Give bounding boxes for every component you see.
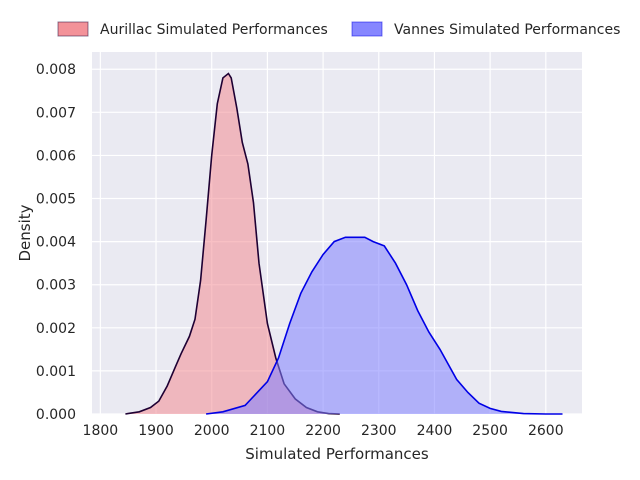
x-tick-label: 2600	[528, 423, 564, 439]
x-tick-label: 1800	[83, 423, 119, 439]
series-group	[125, 72, 563, 415]
y-tick-label: 0.003	[36, 278, 76, 294]
x-tick-label: 2000	[194, 423, 230, 439]
x-tick-label: 2200	[305, 423, 341, 439]
legend-label-0: Aurillac Simulated Performances	[100, 22, 328, 38]
series-1-area	[206, 237, 563, 414]
x-tick-label: 2400	[417, 423, 453, 439]
legend-swatch-0	[57, 21, 89, 37]
legend-label-1: Vannes Simulated Performances	[394, 22, 620, 38]
y-tick-label: 0.007	[36, 105, 76, 121]
legend: Aurillac Simulated Performances Vannes Si…	[57, 21, 620, 38]
y-axis-label: Density	[16, 204, 34, 261]
series-0-area	[125, 73, 340, 414]
series-1-line	[205, 236, 563, 415]
y-tick-label: 0.002	[36, 321, 76, 337]
y-tick-label: 0.006	[36, 148, 76, 164]
x-tick-label: 2100	[250, 423, 286, 439]
y-tick-label: 0.004	[36, 235, 76, 251]
x-tick-label: 2500	[472, 423, 508, 439]
y-tick-label: 0.001	[36, 364, 76, 380]
y-tick-label: 0.000	[36, 407, 76, 423]
y-tick-label: 0.005	[36, 192, 76, 208]
y-axis-ticks: 0.000 0.001 0.002 0.003 0.004 0.005 0.006 0.007…	[36, 62, 76, 423]
x-axis-label: Simulated Performances	[245, 445, 429, 463]
x-axis-ticks: 1800 1900 2000 2100 2200 2300 2400 2500 2600	[83, 423, 564, 439]
x-tick-label: 2300	[361, 423, 397, 439]
legend-swatch-1	[351, 21, 383, 37]
x-tick-label: 1900	[138, 423, 174, 439]
y-tick-label: 0.008	[36, 62, 76, 78]
